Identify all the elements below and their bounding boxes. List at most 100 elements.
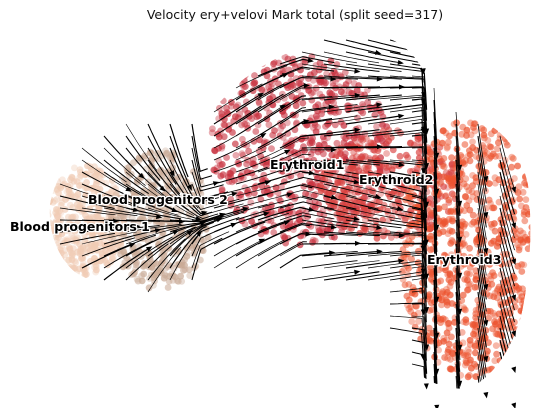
cell-point [358,133,366,141]
cell-point [238,150,246,158]
cell-point [513,336,521,344]
cell-point [241,72,249,79]
cell-point [342,81,350,88]
arrowhead-icon [511,366,517,373]
cell-point [464,276,471,284]
cell-point [123,165,131,172]
streamline [499,351,516,389]
cell-point [532,218,539,225]
cell-point [528,240,531,248]
cell-point [71,164,78,172]
cell-point [334,179,342,187]
cell-point [531,281,538,288]
cell-point [265,83,272,91]
cell-point [209,125,216,133]
label-erythroid1: Erythroid1 [270,157,344,172]
cell-point [357,135,365,143]
cell-point [270,229,278,236]
cell-point [331,121,339,129]
cell-point [130,270,138,278]
cell-point [67,176,74,184]
cell-point [133,230,140,238]
cell-point [532,268,539,275]
label-blood-progenitors-2: Blood progenitors 2 [88,192,228,207]
cell-point [145,284,153,292]
cell-point [94,213,102,221]
cell-point [71,228,79,235]
cell-point [64,265,72,272]
arrowhead-icon [398,84,405,90]
cell-point [220,133,228,141]
cell-point [317,78,325,86]
cell-point [493,318,501,326]
cell-point [87,171,95,179]
cell-point [54,230,61,238]
cell-point [76,174,83,181]
cell-point [320,140,328,148]
cell-point [357,135,365,143]
arrowhead-icon [398,113,405,119]
cell-point [265,121,273,129]
cell-point [82,212,89,219]
cell-point [314,164,321,172]
cell-point [522,204,530,211]
cell-point [67,190,75,198]
cell-point [231,140,239,148]
cell-point [210,166,218,174]
cell-point [167,237,175,245]
cell-point [52,209,60,217]
cell-point [49,236,54,244]
cell-point [275,59,283,67]
cell-point [519,188,527,196]
cell-point [77,225,85,233]
cell-point [374,136,382,144]
cell-point [351,137,359,145]
cell-point [445,138,452,146]
cell-point [373,198,381,206]
cell-point [508,341,515,348]
cell-point [415,149,423,156]
cell-point [449,350,457,358]
cell-point [337,88,345,96]
cell-point [415,309,422,317]
cell-point [221,115,228,123]
cell-point [251,72,258,79]
cell-point [260,139,268,147]
cell-point [267,217,275,225]
cell-point [515,296,523,304]
cell-point [305,221,313,229]
cell-point [486,143,494,150]
cell-point [299,99,307,107]
cell-point [81,271,89,279]
cell-point [82,220,90,227]
cell-point [74,190,82,198]
cell-point [247,199,255,207]
cell-point [464,373,472,381]
cell-point [408,289,416,297]
cell-point [510,345,518,353]
cell-point [427,235,435,243]
cell-point [219,171,227,179]
cell-point [319,206,327,213]
cell-point [449,175,457,183]
cell-point [514,334,522,342]
cell-point [494,330,501,338]
cell-point [54,178,61,185]
cell-point [308,137,315,145]
cell-point [426,207,434,214]
cell-point [66,185,73,193]
cell-point [68,256,76,264]
cell-point [383,150,390,157]
cell-point [471,360,478,368]
cell-point [226,169,234,177]
cell-point [91,254,98,262]
cell-point [269,166,277,174]
cell-point [61,206,69,213]
cell-point [447,365,455,373]
cell-point [266,95,273,103]
cell-point [525,297,531,305]
cell-point [73,201,81,208]
cell-point [333,139,341,147]
cell-points [49,53,539,381]
cell-point [445,324,453,332]
